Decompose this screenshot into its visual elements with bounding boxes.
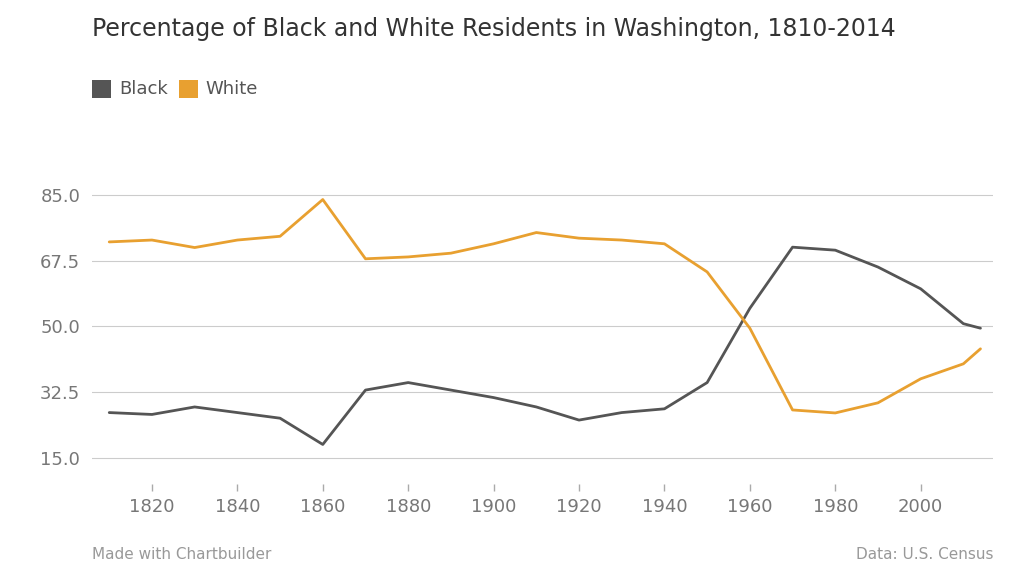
Text: Black: Black <box>119 80 168 98</box>
Text: Made with Chartbuilder: Made with Chartbuilder <box>92 547 271 562</box>
Text: White: White <box>206 80 258 98</box>
Text: Data: U.S. Census: Data: U.S. Census <box>856 547 993 562</box>
Text: Percentage of Black and White Residents in Washington, 1810-2014: Percentage of Black and White Residents … <box>92 17 896 41</box>
